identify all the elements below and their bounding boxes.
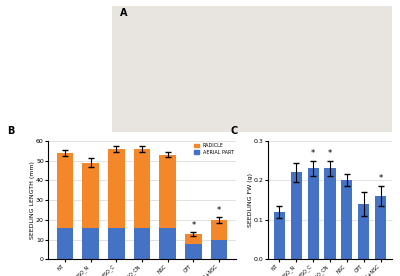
Bar — [108, 228, 125, 259]
Bar — [134, 149, 150, 228]
Text: A: A — [120, 8, 128, 18]
Y-axis label: SEEDLING LENGTH (mm): SEEDLING LENGTH (mm) — [30, 161, 34, 239]
Text: *: * — [379, 174, 383, 184]
Bar — [324, 168, 336, 259]
Bar — [290, 172, 302, 259]
Bar — [82, 163, 99, 228]
Bar — [185, 244, 202, 259]
Bar — [211, 240, 228, 259]
Text: B: B — [7, 126, 14, 136]
Bar — [56, 153, 73, 228]
Bar — [134, 228, 150, 259]
Text: *: * — [191, 221, 196, 230]
Bar — [358, 204, 370, 259]
Bar — [211, 220, 228, 240]
Bar — [342, 180, 352, 259]
Bar — [274, 212, 285, 259]
Bar — [108, 149, 125, 228]
Text: *: * — [217, 206, 221, 215]
Text: *: * — [311, 149, 315, 158]
Bar — [185, 234, 202, 244]
Legend: RADICLE, AERIAL PART: RADICLE, AERIAL PART — [194, 143, 234, 155]
Bar — [56, 228, 73, 259]
Bar — [159, 155, 176, 228]
Y-axis label: SEEDLING FW (g): SEEDLING FW (g) — [248, 173, 252, 227]
Bar — [308, 168, 318, 259]
Bar — [159, 228, 176, 259]
Text: *: * — [328, 149, 332, 158]
Bar — [82, 228, 99, 259]
Text: C: C — [231, 126, 238, 136]
Bar — [375, 196, 386, 259]
